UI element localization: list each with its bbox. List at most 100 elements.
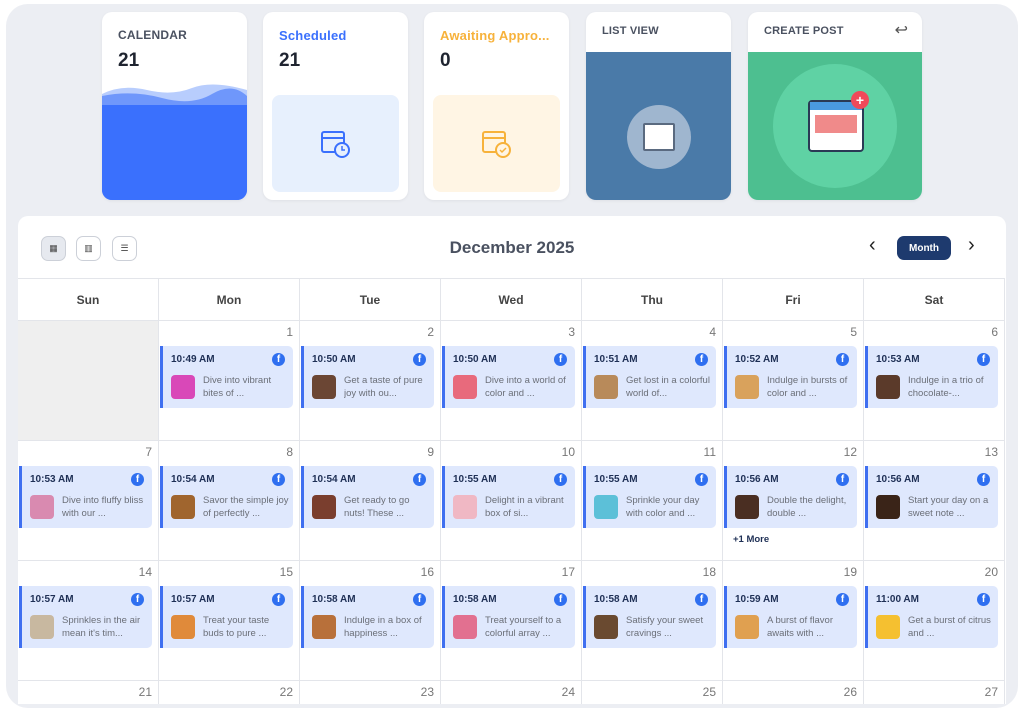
scheduled-post[interactable]: 10:57 AM f Treat your taste buds to pure .…: [160, 586, 293, 648]
post-thumbnail: [876, 615, 900, 639]
post-text: Get ready to go nuts! These ...: [344, 495, 410, 519]
scheduled-post[interactable]: 10:53 AM f Indulge in a trio of chocolate-…: [865, 346, 998, 408]
day-number: 17: [561, 565, 575, 579]
month-view-button[interactable]: Month: [897, 236, 951, 260]
scheduled-post[interactable]: 10:59 AM f A burst of flavor awaits with .…: [724, 586, 857, 648]
day-cell[interactable]: 17 10:58 AM f Treat yourself to a colorful …: [441, 560, 582, 680]
post-time: 10:55 AM: [453, 474, 497, 485]
post-text: Sprinkles in the air mean it's tim...: [62, 615, 141, 639]
chevron-right-icon[interactable]: ›: [968, 234, 975, 256]
day-cell[interactable]: 3 10:50 AM f Dive into a world of color and…: [441, 320, 582, 440]
facebook-icon: f: [131, 593, 144, 606]
day-cell[interactable]: 19 10:59 AM f A burst of flavor awaits with…: [723, 560, 864, 680]
day-cell[interactable]: 7 10:53 AM f Dive into fluffy bliss with ou…: [18, 440, 159, 560]
scheduled-post[interactable]: 10:54 AM f Savor the simple joy of perfect…: [160, 466, 293, 528]
day-cell[interactable]: 24: [441, 680, 582, 704]
facebook-icon: f: [554, 353, 567, 366]
day-cell[interactable]: 1 10:49 AM f Dive into vibrant bites of ...: [159, 320, 300, 440]
day-cell[interactable]: 22: [159, 680, 300, 704]
day-number: 13: [984, 445, 998, 459]
day-cell[interactable]: 16 10:58 AM f Indulge in a box of happiness…: [300, 560, 441, 680]
post-time: 11:00 AM: [876, 594, 919, 605]
grid-icon: ▦: [49, 243, 58, 253]
scheduled-post[interactable]: 10:56 AM f Double the delight, double ...: [724, 466, 857, 528]
scheduled-post[interactable]: 10:53 AM f Dive into fluffy bliss with our…: [19, 466, 152, 528]
facebook-icon: f: [836, 593, 849, 606]
scheduled-post[interactable]: 10:49 AM f Dive into vibrant bites of ...: [160, 346, 293, 408]
day-number: 8: [286, 445, 293, 459]
scheduled-post[interactable]: 10:58 AM f Treat yourself to a colorful ar…: [442, 586, 575, 648]
day-number: 25: [702, 685, 716, 699]
return-arrow-icon[interactable]: ↩: [894, 22, 908, 39]
scheduled-post[interactable]: 10:56 AM f Start your day on a sweet note …: [865, 466, 998, 528]
post-text: Treat your taste buds to pure ...: [203, 615, 270, 639]
scheduled-post[interactable]: 10:50 AM f Dive into a world of color and …: [442, 346, 575, 408]
weekday-header: Mon: [159, 278, 300, 320]
day-cell[interactable]: 18 10:58 AM f Satisfy your sweet cravings .…: [582, 560, 723, 680]
scheduled-post[interactable]: 10:57 AM f Sprinkles in the air mean it's …: [19, 586, 152, 648]
scheduled-post[interactable]: 10:54 AM f Get ready to go nuts! These ...: [301, 466, 434, 528]
scheduled-card[interactable]: Scheduled 21: [263, 12, 408, 200]
weekday-header: Wed: [441, 278, 582, 320]
day-cell[interactable]: 25: [582, 680, 723, 704]
list-view-button[interactable]: ☰: [112, 236, 137, 261]
day-cell[interactable]: [18, 320, 159, 440]
post-time: 10:51 AM: [594, 354, 638, 365]
day-cell[interactable]: 4 10:51 AM f Get lost in a colorful world o…: [582, 320, 723, 440]
create-post-card[interactable]: CREATE POST ↩ +: [748, 12, 922, 200]
day-cell[interactable]: 10 10:55 AM f Delight in a vibrant box of s…: [441, 440, 582, 560]
day-cell[interactable]: 13 10:56 AM f Start your day on a sweet not…: [864, 440, 1005, 560]
day-cell[interactable]: 6 10:53 AM f Indulge in a trio of chocolate…: [864, 320, 1005, 440]
day-cell[interactable]: 5 10:52 AM f Indulge in bursts of color and…: [723, 320, 864, 440]
day-cell[interactable]: 2 10:50 AM f Get a taste of pure joy with o…: [300, 320, 441, 440]
scheduled-post[interactable]: 10:55 AM f Sprinkle your day with color an…: [583, 466, 716, 528]
facebook-icon: f: [272, 473, 285, 486]
week-view-button[interactable]: ▥: [76, 236, 101, 261]
post-thumbnail: [876, 495, 900, 519]
post-time: 10:54 AM: [312, 474, 356, 485]
scheduled-post[interactable]: 10:58 AM f Indulge in a box of happiness .…: [301, 586, 434, 648]
post-time: 10:56 AM: [735, 474, 779, 485]
day-number: 3: [568, 325, 575, 339]
day-cell[interactable]: 8 10:54 AM f Savor the simple joy of perfec…: [159, 440, 300, 560]
day-number: 14: [138, 565, 152, 579]
scheduled-post[interactable]: 10:58 AM f Satisfy your sweet cravings ...: [583, 586, 716, 648]
chevron-left-icon[interactable]: ‹: [869, 234, 876, 256]
month-grid-view-button[interactable]: ▦: [41, 236, 66, 261]
post-text: Dive into fluffy bliss with our ...: [62, 495, 144, 519]
post-text: Get lost in a colorful world of...: [626, 375, 710, 399]
day-cell[interactable]: 21: [18, 680, 159, 704]
post-text: Treat yourself to a colorful array ...: [485, 615, 562, 639]
scheduled-post[interactable]: 10:50 AM f Get a taste of pure joy with ou…: [301, 346, 434, 408]
scheduled-post[interactable]: 10:55 AM f Delight in a vibrant box of si.…: [442, 466, 575, 528]
day-cell[interactable]: 20 11:00 AM f Get a burst of citrus and ...: [864, 560, 1005, 680]
list-view-card[interactable]: LIST VIEW: [586, 12, 731, 200]
day-cell[interactable]: 11 10:55 AM f Sprinkle your day with color …: [582, 440, 723, 560]
day-cell[interactable]: 27: [864, 680, 1005, 704]
day-cell[interactable]: 23: [300, 680, 441, 704]
day-number: 24: [561, 685, 575, 699]
awaiting-approval-card[interactable]: Awaiting Appro... 0: [424, 12, 569, 200]
post-time: 10:57 AM: [30, 594, 74, 605]
list-document-icon: [627, 105, 691, 169]
scheduled-post[interactable]: 11:00 AM f Get a burst of citrus and ...: [865, 586, 998, 648]
day-number: 6: [991, 325, 998, 339]
facebook-icon: f: [836, 473, 849, 486]
calendar-card[interactable]: CALENDAR 21: [102, 12, 247, 200]
facebook-icon: f: [695, 353, 708, 366]
day-cell[interactable]: 9 10:54 AM f Get ready to go nuts! These ..…: [300, 440, 441, 560]
day-cell[interactable]: 14 10:57 AM f Sprinkles in the air mean it'…: [18, 560, 159, 680]
post-time: 10:53 AM: [30, 474, 74, 485]
day-number: 19: [843, 565, 857, 579]
day-cell[interactable]: 15 10:57 AM f Treat your taste buds to pure…: [159, 560, 300, 680]
more-link[interactable]: +1 More: [733, 534, 770, 545]
post-time: 10:59 AM: [735, 594, 779, 605]
scheduled-post[interactable]: 10:51 AM f Get lost in a colorful world of…: [583, 346, 716, 408]
scheduled-post[interactable]: 10:52 AM f Indulge in bursts of color and …: [724, 346, 857, 408]
day-cell[interactable]: 12 10:56 AM f Double the delight, double ..…: [723, 440, 864, 560]
post-thumbnail: [876, 375, 900, 399]
columns-icon: ▥: [84, 243, 93, 253]
post-thumbnail: [453, 495, 477, 519]
day-cell[interactable]: 26: [723, 680, 864, 704]
facebook-icon: f: [554, 593, 567, 606]
